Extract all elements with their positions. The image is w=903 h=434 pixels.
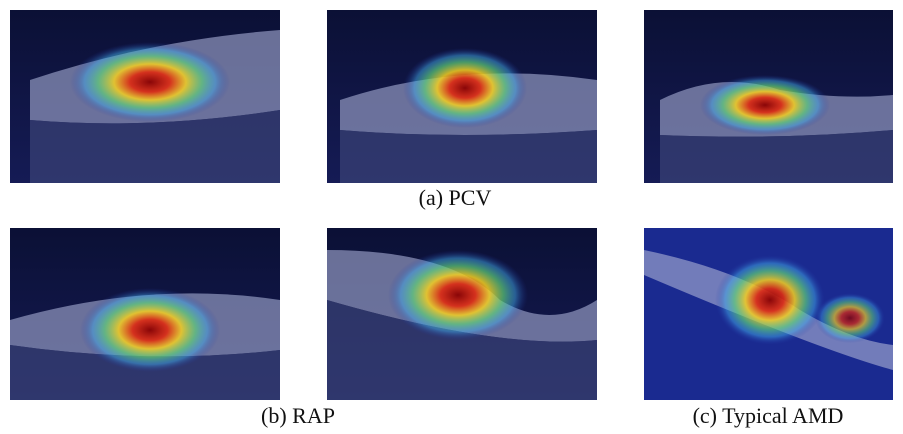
- panel-pcv-1: [10, 10, 280, 183]
- caption: (a) PCV: [419, 185, 492, 210]
- panel-pcv-3: [644, 10, 893, 183]
- caption: (c) Typical AMD: [693, 403, 844, 428]
- figure: (a) PCV (b) RAP (c) Typical AMD: [0, 0, 903, 434]
- panel-rap-1: [10, 228, 280, 400]
- panel-pcv-2: [327, 10, 597, 183]
- caption: (b) RAP: [261, 403, 335, 428]
- panel-amd: [644, 228, 893, 400]
- page: (a) PCV (b) RAP (c) Typical AMD (() => {…: [0, 0, 903, 434]
- panel-rap-2: [327, 228, 597, 400]
